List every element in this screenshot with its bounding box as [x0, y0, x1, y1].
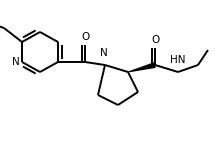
Text: HN: HN	[170, 55, 186, 65]
Text: O: O	[152, 35, 160, 45]
Text: N: N	[12, 57, 20, 67]
Text: O: O	[82, 32, 90, 42]
Text: N: N	[100, 48, 108, 58]
Polygon shape	[128, 62, 156, 72]
